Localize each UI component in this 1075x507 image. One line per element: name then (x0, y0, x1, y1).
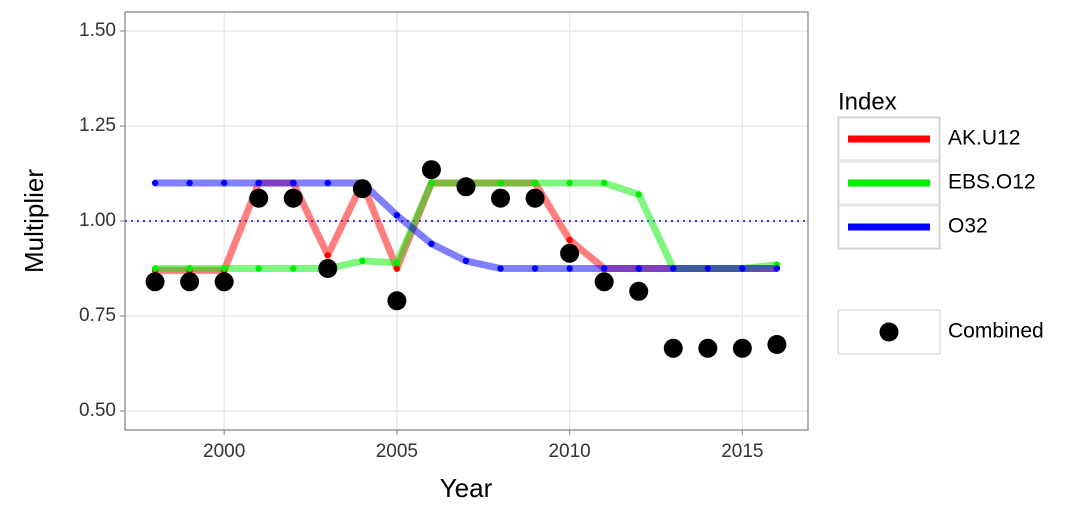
x-tick-label: 2015 (721, 441, 763, 462)
series-point (393, 259, 401, 266)
combined-point (387, 291, 407, 311)
y-tick-label: 1.50 (79, 20, 116, 41)
series-point (359, 257, 366, 265)
series-point (428, 240, 435, 247)
y-tick-label: 0.50 (79, 400, 116, 421)
combined-point (663, 338, 683, 358)
series-point (255, 179, 262, 187)
series-point (462, 257, 470, 265)
marks (125, 160, 808, 358)
y-tick-label: 1.00 (79, 210, 116, 231)
legend-label: O32 (948, 215, 988, 238)
combined-point (249, 188, 269, 208)
y-axis-title: Multiplier (19, 169, 49, 273)
combined-point (352, 179, 372, 199)
combined-point (318, 259, 338, 278)
series-point (151, 179, 159, 187)
series-point (497, 265, 504, 272)
x-tick-label: 2000 (203, 441, 245, 462)
series-point (186, 265, 193, 272)
y-tick-label: 1.25 (79, 115, 116, 136)
series-point (531, 179, 539, 187)
series-point (566, 265, 573, 272)
series-point (186, 179, 193, 187)
series-point (566, 236, 573, 244)
combined-point (629, 281, 649, 301)
series-point (393, 265, 401, 272)
y-tick-label: 0.75 (79, 305, 116, 326)
series-point (600, 179, 608, 187)
combined-point (560, 243, 580, 263)
combined-point (456, 177, 476, 197)
series-point (393, 212, 401, 219)
series-point (635, 191, 642, 198)
legend: AK.U12 EBS.O12 O32 Combined (837, 116, 1044, 355)
combined-point (767, 335, 787, 354)
series-point (773, 265, 781, 272)
combined-point (732, 338, 752, 358)
combined-point (491, 188, 511, 208)
series-point (566, 179, 573, 187)
legend-swatch (879, 322, 899, 342)
series-point (428, 179, 435, 187)
combined-point (214, 272, 234, 292)
series-point (670, 265, 677, 272)
x-tick-label: 2005 (376, 441, 418, 462)
series-point (290, 265, 297, 272)
legend-title: Index (838, 88, 897, 115)
grid (125, 12, 808, 430)
x-axis-title: Year (440, 473, 493, 503)
series-point (220, 265, 228, 272)
combined-point (283, 188, 303, 208)
combined-point (421, 160, 441, 180)
series-point (151, 265, 159, 272)
combined-point (525, 188, 545, 208)
series-point (497, 179, 504, 187)
series-point (220, 179, 228, 187)
combined-point (698, 338, 718, 358)
series-point (255, 265, 262, 272)
series-point (324, 252, 331, 259)
x-tick-label: 2010 (548, 441, 590, 462)
legend-label: EBS.O12 (948, 171, 1036, 194)
series-point (290, 179, 297, 187)
series-point (600, 265, 608, 272)
series-point (635, 265, 642, 272)
legend-label: AK.U12 (948, 127, 1020, 150)
series-point (739, 265, 746, 272)
combined-point (594, 272, 614, 292)
series-point (704, 265, 712, 272)
series-point (324, 179, 331, 187)
combined-point (180, 272, 200, 292)
combined-point (145, 272, 165, 292)
series-point (531, 265, 539, 272)
legend-label: Combined (948, 320, 1044, 343)
